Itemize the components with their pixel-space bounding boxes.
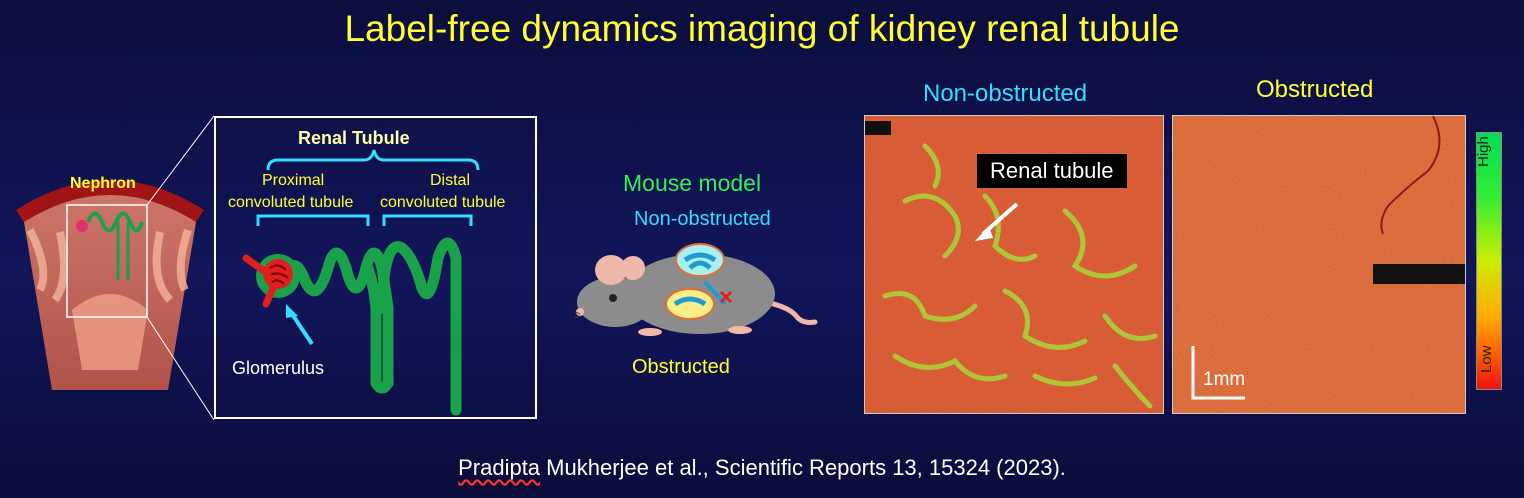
- proximal-tubule: [282, 247, 394, 394]
- mouse-tail: [762, 299, 818, 325]
- colorbar-high-label: High: [1475, 136, 1492, 167]
- distal-brace: [382, 214, 473, 226]
- tubule-silhouettes: [26, 228, 192, 303]
- mouse-ear: [595, 255, 627, 285]
- tubule-network: [882, 143, 1158, 409]
- renal-tubule-heading: Renal Tubule: [298, 128, 410, 148]
- obstructed-image: 1mm: [1172, 115, 1466, 414]
- obstructed-title: Obstructed: [1256, 76, 1374, 103]
- mini-glomerulus: [76, 220, 88, 232]
- image-artifact: [1373, 264, 1465, 284]
- proximal-brace: [256, 214, 370, 226]
- mini-tubule: [86, 211, 144, 233]
- kidney-obstructed-icon: [665, 288, 715, 320]
- mouse-obstructed-label: Obstructed: [632, 356, 730, 378]
- non-obstructed-title: Non-obstructed: [923, 80, 1088, 107]
- glomerulus-arrow: [290, 312, 314, 346]
- vessel-line: [1380, 116, 1441, 235]
- citation-author: Pradipta: [458, 455, 541, 480]
- kidney-non-obstructed-icon: [675, 243, 725, 277]
- zoom-box: [66, 204, 148, 318]
- kidney-section-illustration: [16, 180, 204, 390]
- proximal-label-2: convoluted tubule: [228, 194, 354, 211]
- mouse-head: [577, 277, 653, 327]
- distal-tubule: [376, 237, 462, 416]
- slide-title: Label-free dynamics imaging of kidney re…: [344, 8, 1180, 49]
- renal-tubule-panel: Renal Tubule Proximal convoluted tubule …: [214, 116, 537, 419]
- mouse-eye: [609, 294, 617, 302]
- distal-label-2: convoluted tubule: [380, 194, 506, 211]
- mouse-non-obstructed-label: Non-obstructed: [634, 208, 771, 230]
- colorbar: High Low: [1475, 132, 1502, 390]
- non-obstructed-image: Renal tubule: [864, 115, 1164, 414]
- proximal-label-1: Proximal: [262, 172, 325, 189]
- mouse-nose: [576, 308, 584, 316]
- nephron-label: Nephron: [70, 175, 136, 192]
- renal-tubule-brace: [266, 149, 480, 171]
- kidney-capsule: [16, 180, 204, 222]
- mouse-illustration: [575, 243, 818, 336]
- mouse-model-heading: Mouse model: [623, 170, 762, 196]
- glomerulus-label: Glomerulus: [232, 358, 325, 378]
- scale-bar-label: 1mm: [1203, 369, 1246, 390]
- citation: Pradipta Mukherjee et al., Scientific Re…: [0, 455, 1524, 481]
- image-artifact: [865, 121, 891, 135]
- renal-tubule-callout: Renal tubule: [977, 154, 1127, 188]
- distal-label-1: Distal: [430, 172, 471, 189]
- arteriole-icon: [242, 254, 278, 308]
- papilla-shape: [72, 294, 148, 370]
- citation-rest: Mukherjee et al., Scientific Reports 13,…: [540, 455, 1066, 480]
- colorbar-low-label: Low: [1478, 345, 1495, 373]
- obstruction-mark-icon: [719, 290, 733, 304]
- scale-bar: [1191, 346, 1245, 400]
